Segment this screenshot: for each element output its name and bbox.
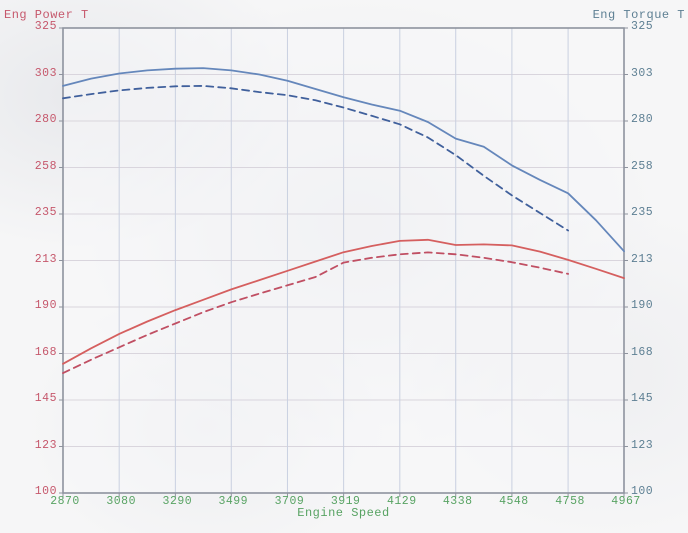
y-tick-label-left: 145 [34, 392, 57, 405]
x-tick-label: 3499 [218, 495, 249, 508]
series-solid-torque_solid [62, 67, 625, 253]
y-tick-label-right: 123 [631, 438, 654, 452]
series-dashed-torque_dashed [62, 85, 569, 232]
y-tick-label-left: 168 [34, 345, 57, 359]
series-dashed-power_dashed [62, 251, 569, 375]
y-tick-label-left: 123 [34, 438, 57, 452]
y-tick-label-right: 168 [631, 345, 654, 359]
y-tick-label-left: 325 [34, 20, 57, 33]
x-tick-label: 4129 [387, 495, 417, 508]
y-tick-label-left: 303 [34, 66, 57, 80]
y-tick-label-right: 213 [631, 252, 654, 266]
y-tick-label-right: 303 [631, 66, 654, 80]
y-tick-label-right: 235 [631, 206, 654, 219]
x-tick-label: 3080 [106, 495, 136, 508]
left-axis-title: Eng Power T [4, 8, 89, 22]
y-tick-label-right: 280 [631, 113, 654, 126]
y-tick-label-left: 100 [34, 485, 57, 498]
y-tick-label-left: 258 [34, 159, 57, 173]
y-tick-label-right: 100 [631, 485, 654, 498]
y-tick-label-left: 280 [34, 113, 57, 126]
y-tick-label-left: 190 [34, 299, 57, 312]
x-axis-title: Engine Speed [297, 506, 390, 520]
x-tick-label: 4758 [555, 495, 585, 508]
x-tick-label: 3709 [274, 495, 305, 508]
x-tick-label: 2870 [50, 495, 80, 508]
x-tick-label: 4548 [499, 495, 529, 508]
y-tick-label-left: 213 [34, 252, 57, 266]
y-tick-label-right: 258 [631, 159, 654, 173]
x-tick-label: 4967 [611, 495, 641, 508]
series-solid-power_solid [62, 238, 625, 365]
y-tick-label-left: 235 [34, 206, 57, 219]
right-axis-title: Eng Torque T [592, 8, 685, 22]
x-tick-label: 3919 [330, 495, 361, 508]
y-tick-label-right: 325 [631, 20, 654, 33]
y-tick-label-right: 190 [631, 299, 654, 312]
plot-border [62, 27, 625, 494]
x-tick-label: 4338 [442, 495, 473, 508]
y-tick-label-right: 145 [631, 392, 654, 405]
x-tick-label: 3290 [162, 495, 193, 508]
